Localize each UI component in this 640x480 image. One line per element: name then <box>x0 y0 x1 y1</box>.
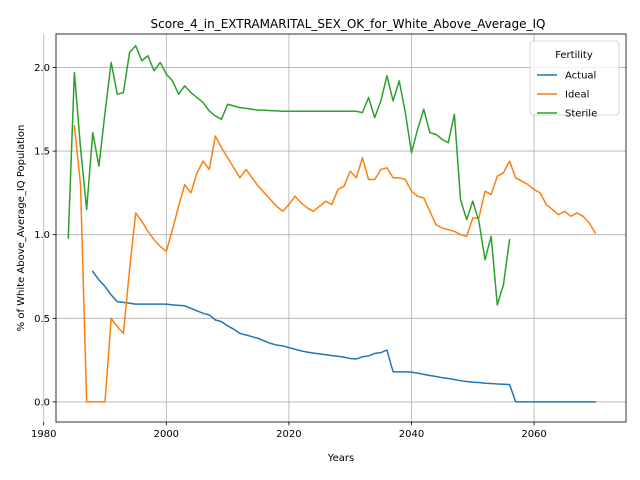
axis-ticks: 1980 2000 2020 2040 2060 0.0 0.5 1.0 1.5 2.0 <box>31 63 547 440</box>
x-tick-label: 2060 <box>521 429 546 440</box>
legend: Fertility Actual Ideal Sterile <box>529 40 620 120</box>
x-axis-label: Years <box>327 453 354 464</box>
x-tick-label: 1980 <box>31 429 56 440</box>
series-line-actual <box>91 270 597 403</box>
x-tick-label: 2040 <box>399 429 424 440</box>
chart-title: Score_4_in_EXTRAMARITAL_SEX_OK_for_White… <box>151 17 546 31</box>
series-line-ideal <box>73 125 597 403</box>
y-tick-label: 1.5 <box>34 147 50 158</box>
legend-label-ideal: Ideal <box>565 90 589 101</box>
plot-area-frame <box>55 33 627 423</box>
legend-title: Fertility <box>555 50 593 61</box>
series-line-sterile <box>67 44 511 306</box>
y-tick-label: 0.5 <box>34 314 50 325</box>
legend-items: Actual Ideal Sterile <box>537 71 597 120</box>
legend-label-actual: Actual <box>565 71 596 82</box>
y-tick-label: 0.0 <box>34 397 50 408</box>
series-lines <box>67 44 597 403</box>
y-tick-label: 2.0 <box>34 63 50 74</box>
y-axis-label: % of White Above_Average_IQ Population <box>16 125 27 332</box>
legend-box <box>529 40 620 116</box>
x-tick-label: 2000 <box>154 429 179 440</box>
y-tick-label: 1.0 <box>34 230 50 241</box>
legend-label-sterile: Sterile <box>565 109 597 120</box>
x-tick-label: 2020 <box>276 429 301 440</box>
